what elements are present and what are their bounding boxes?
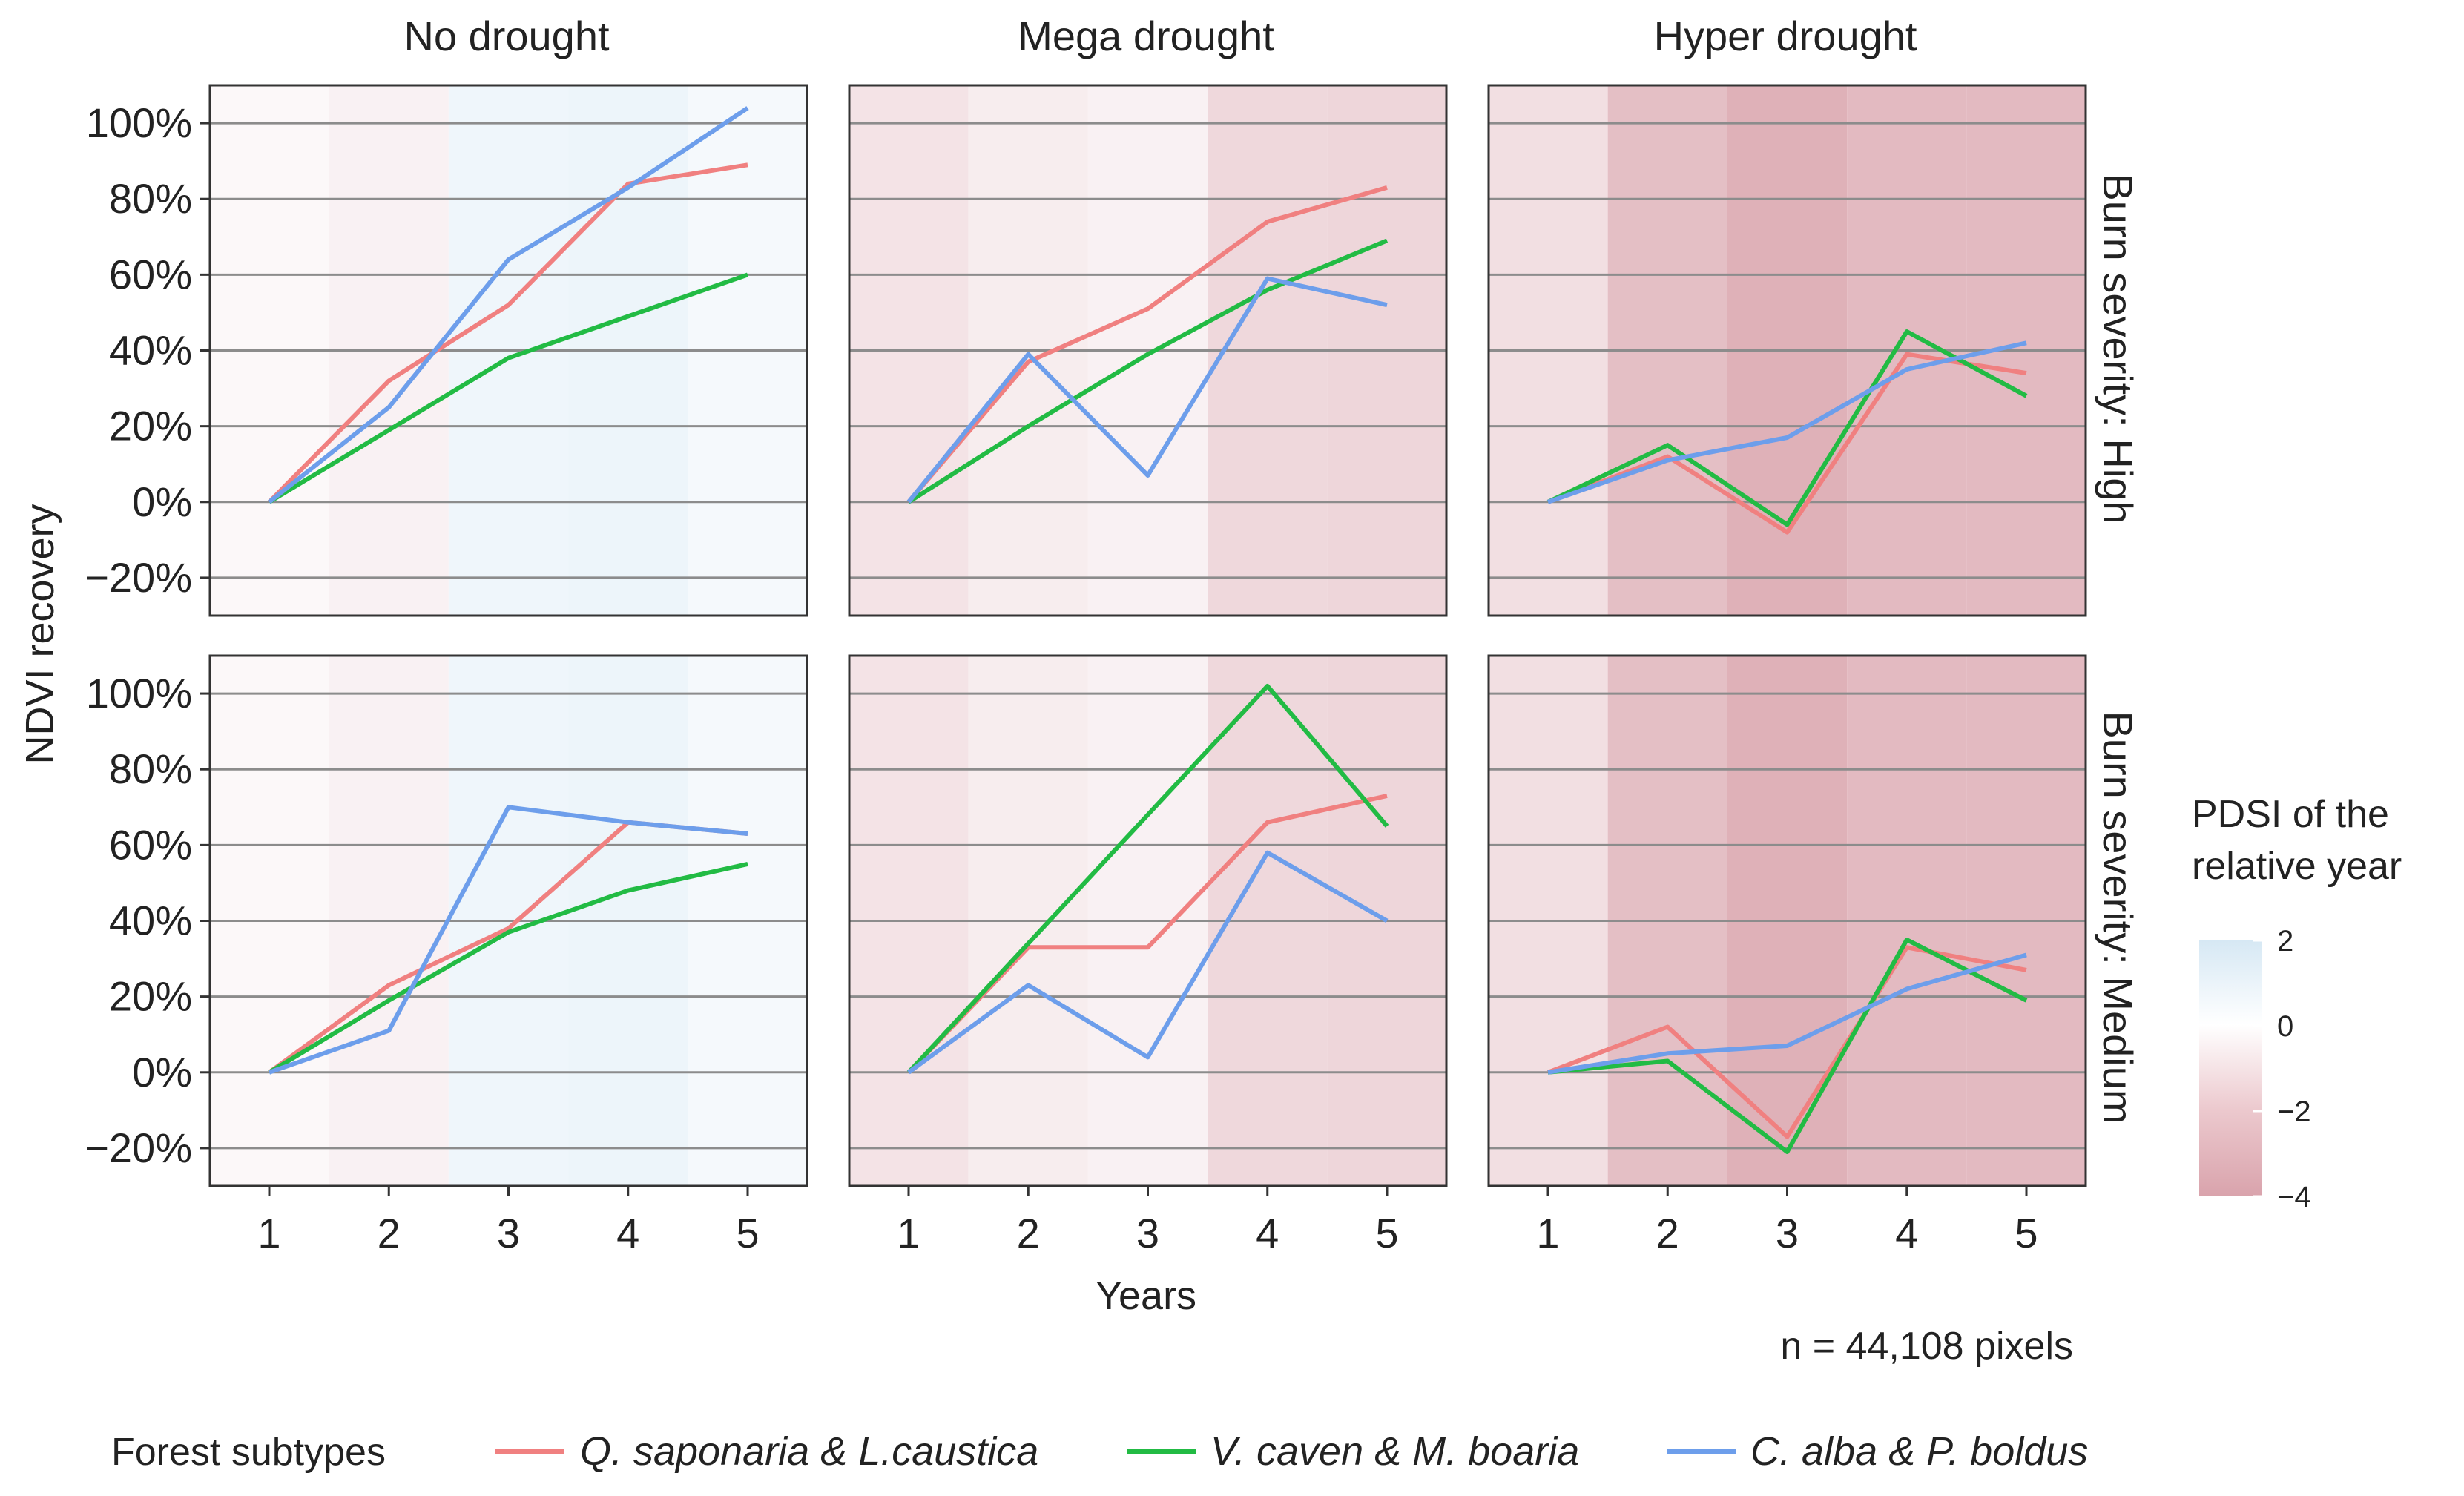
panel-r1-c0-x-tick-label-5: 5 <box>736 1210 759 1256</box>
legend: Forest subtypes Q. saponaria & L.caustic… <box>111 1429 2088 1474</box>
column-title-mega-drought: Mega drought <box>1018 13 1274 59</box>
panel-r0-c0-series-v-caven-m-boaria <box>268 272 748 504</box>
panel-r0-c1-border <box>848 84 1448 617</box>
y-axis-title: NDVI recovery <box>18 504 62 764</box>
panel-r1-c0-series-v-caven-m-boaria <box>268 861 748 1075</box>
pdsi-colorbar: PDSI of the relative year 2 0 −2 −4 <box>2192 793 2402 1213</box>
legend-label-q-saponaria: Q. saponaria & L.caustica <box>580 1429 1038 1474</box>
legend-title: Forest subtypes <box>111 1431 386 1474</box>
panel-r1-c1-x-tick-label-2: 2 <box>1017 1210 1040 1256</box>
row-title-burn-high: Burn severity: High <box>2095 173 2141 524</box>
panel-r1-c0-x-tick-label-3: 3 <box>497 1210 520 1256</box>
row-title-burn-medium: Burn severity: Medium <box>2095 711 2141 1124</box>
column-title-no-drought: No drought <box>403 13 610 59</box>
panel-r0-c0-y-tick-label-0: −20% <box>85 554 192 601</box>
panel-r1-c0-y-tick-label-6: 100% <box>86 670 192 716</box>
panel-r1-c0-y-tick-label-2: 20% <box>109 973 192 1020</box>
sample-size-note: n = 44,108 pixels <box>1780 1325 2073 1368</box>
panel-r1-c1-x-tick-label-4: 4 <box>1256 1210 1279 1256</box>
panel-r1-c1-series-v-caven-m-boaria <box>906 683 1389 1074</box>
panel-r0-c2-series-v-caven-m-boaria <box>1546 329 2028 527</box>
panel-r1-c2-series-q-saponaria-l-caustica <box>1546 945 2027 1139</box>
colorbar-title-line2: relative year <box>2192 845 2402 888</box>
panel-r1-c0-y-tick-label-4: 60% <box>109 821 192 868</box>
panel-r0-c2-series-c-alba-p-boldus <box>1547 340 2027 504</box>
panel-r0-c0-y-tick-label-6: 100% <box>86 99 192 146</box>
panel-r1-c2-series-c-alba-p-boldus <box>1547 952 2027 1075</box>
panel-r1-c0-y-tick-label-1: 0% <box>132 1049 192 1095</box>
panel-r1-c0-y-tick-label-3: 40% <box>109 897 192 944</box>
colorbar-title-line1: PDSI of the <box>2192 793 2389 836</box>
panel-r0-c0-y-tick-label-1: 0% <box>132 478 192 525</box>
panel-r1-c2-x-tick-label-1: 1 <box>1536 1210 1559 1256</box>
panel-r0-c1-series-q-saponaria-l-caustica <box>906 185 1388 504</box>
panel-r1-c1-series-c-alba-p-boldus <box>907 850 1389 1075</box>
colorbar-tick-label-1: 0 <box>2277 1010 2293 1043</box>
panel-r0-c0-series-q-saponaria-l-caustica <box>267 162 748 504</box>
colorbar-gradient <box>2199 940 2262 1196</box>
panel-r1-c0-series-c-alba-p-boldus <box>269 805 748 1075</box>
panel-r0-c0-y-tick-label-4: 60% <box>109 251 192 297</box>
panel-r1-c0-y-tick-label-5: 80% <box>109 745 192 792</box>
panel-r1-c2-x-tick-label-2: 2 <box>1656 1210 1679 1256</box>
panel-r1-c0-y-tick-label-0: −20% <box>85 1124 192 1171</box>
panel-r1-c1-x-tick-label-3: 3 <box>1136 1210 1159 1256</box>
panel-r1-c0-x-tick-label-2: 2 <box>378 1210 401 1256</box>
colorbar-ticks: 2 0 −2 −4 <box>2253 925 2311 1213</box>
panel-r1-c2-series-v-caven-m-boaria <box>1547 938 2028 1154</box>
panel-r1-c1-x-tick-label-1: 1 <box>897 1210 920 1256</box>
colorbar-tick-label-0: 2 <box>2277 925 2293 958</box>
colorbar-tick-label-3: −4 <box>2277 1181 2311 1213</box>
panel-r0-c0-y-tick-label-3: 40% <box>109 327 192 374</box>
panel-r1-c1-x-tick-label-5: 5 <box>1375 1210 1398 1256</box>
panels-layer: −20% 0% 20% 40% 60% 80% 100% −20% 0% 20% 40% 60% 80%… <box>85 84 2087 1256</box>
legend-label-v-caven: V. caven & M. boaria <box>1210 1429 1579 1474</box>
x-axis-title: Years <box>1096 1273 1196 1318</box>
panel-r0-c1-series-c-alba-p-boldus <box>906 276 1388 504</box>
column-title-hyper-drought: Hyper drought <box>1654 13 1917 59</box>
panel-r0-c0-y-tick-label-2: 20% <box>109 403 192 449</box>
panel-r0-c1-series-v-caven-m-boaria <box>907 238 1389 504</box>
panel-r1-c0-x-tick-label-4: 4 <box>616 1210 639 1256</box>
panel-r1-c2-x-tick-label-4: 4 <box>1895 1210 1918 1256</box>
panel-r1-c0-x-tick-label-1: 1 <box>257 1210 280 1256</box>
panel-r0-c0-series-c-alba-p-boldus <box>268 106 749 504</box>
panel-r0-c0-y-tick-label-5: 80% <box>109 175 192 222</box>
panel-r1-c2-x-tick-label-3: 3 <box>1776 1210 1799 1256</box>
panel-r1-c2-x-tick-label-5: 5 <box>2015 1210 2038 1256</box>
legend-label-c-alba: C. alba & P. boldus <box>1750 1429 2088 1474</box>
colorbar-tick-label-2: −2 <box>2277 1095 2311 1128</box>
panel-r0-c2-border <box>1487 84 2087 617</box>
